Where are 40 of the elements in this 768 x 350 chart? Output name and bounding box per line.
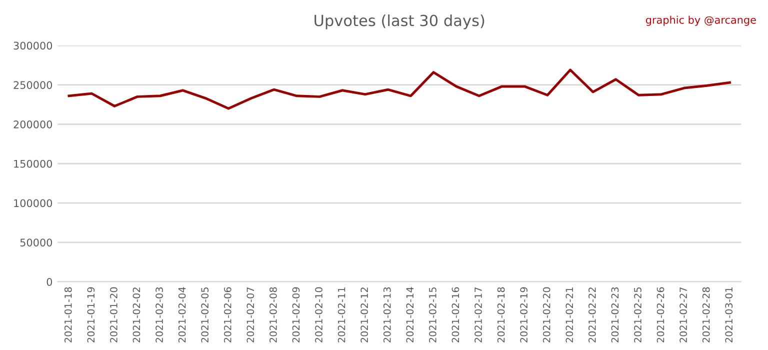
x-tick-label: 2021-02-02 xyxy=(132,288,140,342)
x-tick-label: 2021-02-27 xyxy=(680,287,687,342)
x-tick-label: 2021-02-11 xyxy=(338,288,346,342)
x-tick-label: 2021-02-05 xyxy=(201,287,209,342)
x-tick-label: 2021-02-14 xyxy=(406,287,414,342)
x-tick-label: 2021-02-21 xyxy=(566,288,574,342)
x-tick-label: 2021-02-16 xyxy=(452,287,460,342)
x-tick-label: 2021-02-15 xyxy=(429,287,436,342)
y-tick-label: 200000 xyxy=(14,120,52,128)
y-tick-label: 100000 xyxy=(14,199,52,208)
x-tick-label: 2021-01-20 xyxy=(110,287,118,342)
x-tick-label: 2021-02-06 xyxy=(224,287,232,342)
x-tick-label: 2021-02-03 xyxy=(156,287,163,342)
x-tick-label: 2021-02-07 xyxy=(246,287,254,342)
x-tick-label: 2021-02-18 xyxy=(497,287,505,342)
x-tick-label: 2021-01-18 xyxy=(64,287,72,342)
x-tick-label: 2021-02-10 xyxy=(315,287,322,342)
x-tick-label: 2021-02-12 xyxy=(360,288,368,342)
x-tick-label: 2021-02-23 xyxy=(611,287,619,342)
x-tick-label: 2021-02-04 xyxy=(178,287,186,342)
x-tick-label: 2021-02-22 xyxy=(588,288,596,342)
line-series xyxy=(68,68,731,110)
x-tick-label: 2021-02-25 xyxy=(634,287,642,342)
x-tick-label: 2021-02-26 xyxy=(656,287,664,342)
y-tick-label: 50000 xyxy=(20,238,52,246)
chart-title: Upvotes (last 30 days) xyxy=(314,14,484,30)
x-tick-label: 2021-02-28 xyxy=(702,287,710,342)
x-tick-label: 2021-02-19 xyxy=(520,287,528,342)
y-tick-label: 250000 xyxy=(14,81,52,89)
x-tick-label: 2021-02-17 xyxy=(474,287,482,342)
y-tick-label: 150000 xyxy=(14,160,52,168)
x-tick-label: 2021-02-20 xyxy=(542,287,550,342)
y-tick-label: 300000 xyxy=(14,42,52,50)
text: graphic by @arcange xyxy=(646,16,756,26)
x-tick-label: 2021-03-01 xyxy=(725,288,733,342)
x-tick-label: 2021-02-09 xyxy=(292,287,300,342)
y-tick-label: 0 xyxy=(46,278,52,286)
x-tick-label: 2021-01-19 xyxy=(87,287,95,342)
x-tick-label: 2021-02-13 xyxy=(383,287,391,342)
x-tick-label: 2021-02-08 xyxy=(270,287,277,342)
